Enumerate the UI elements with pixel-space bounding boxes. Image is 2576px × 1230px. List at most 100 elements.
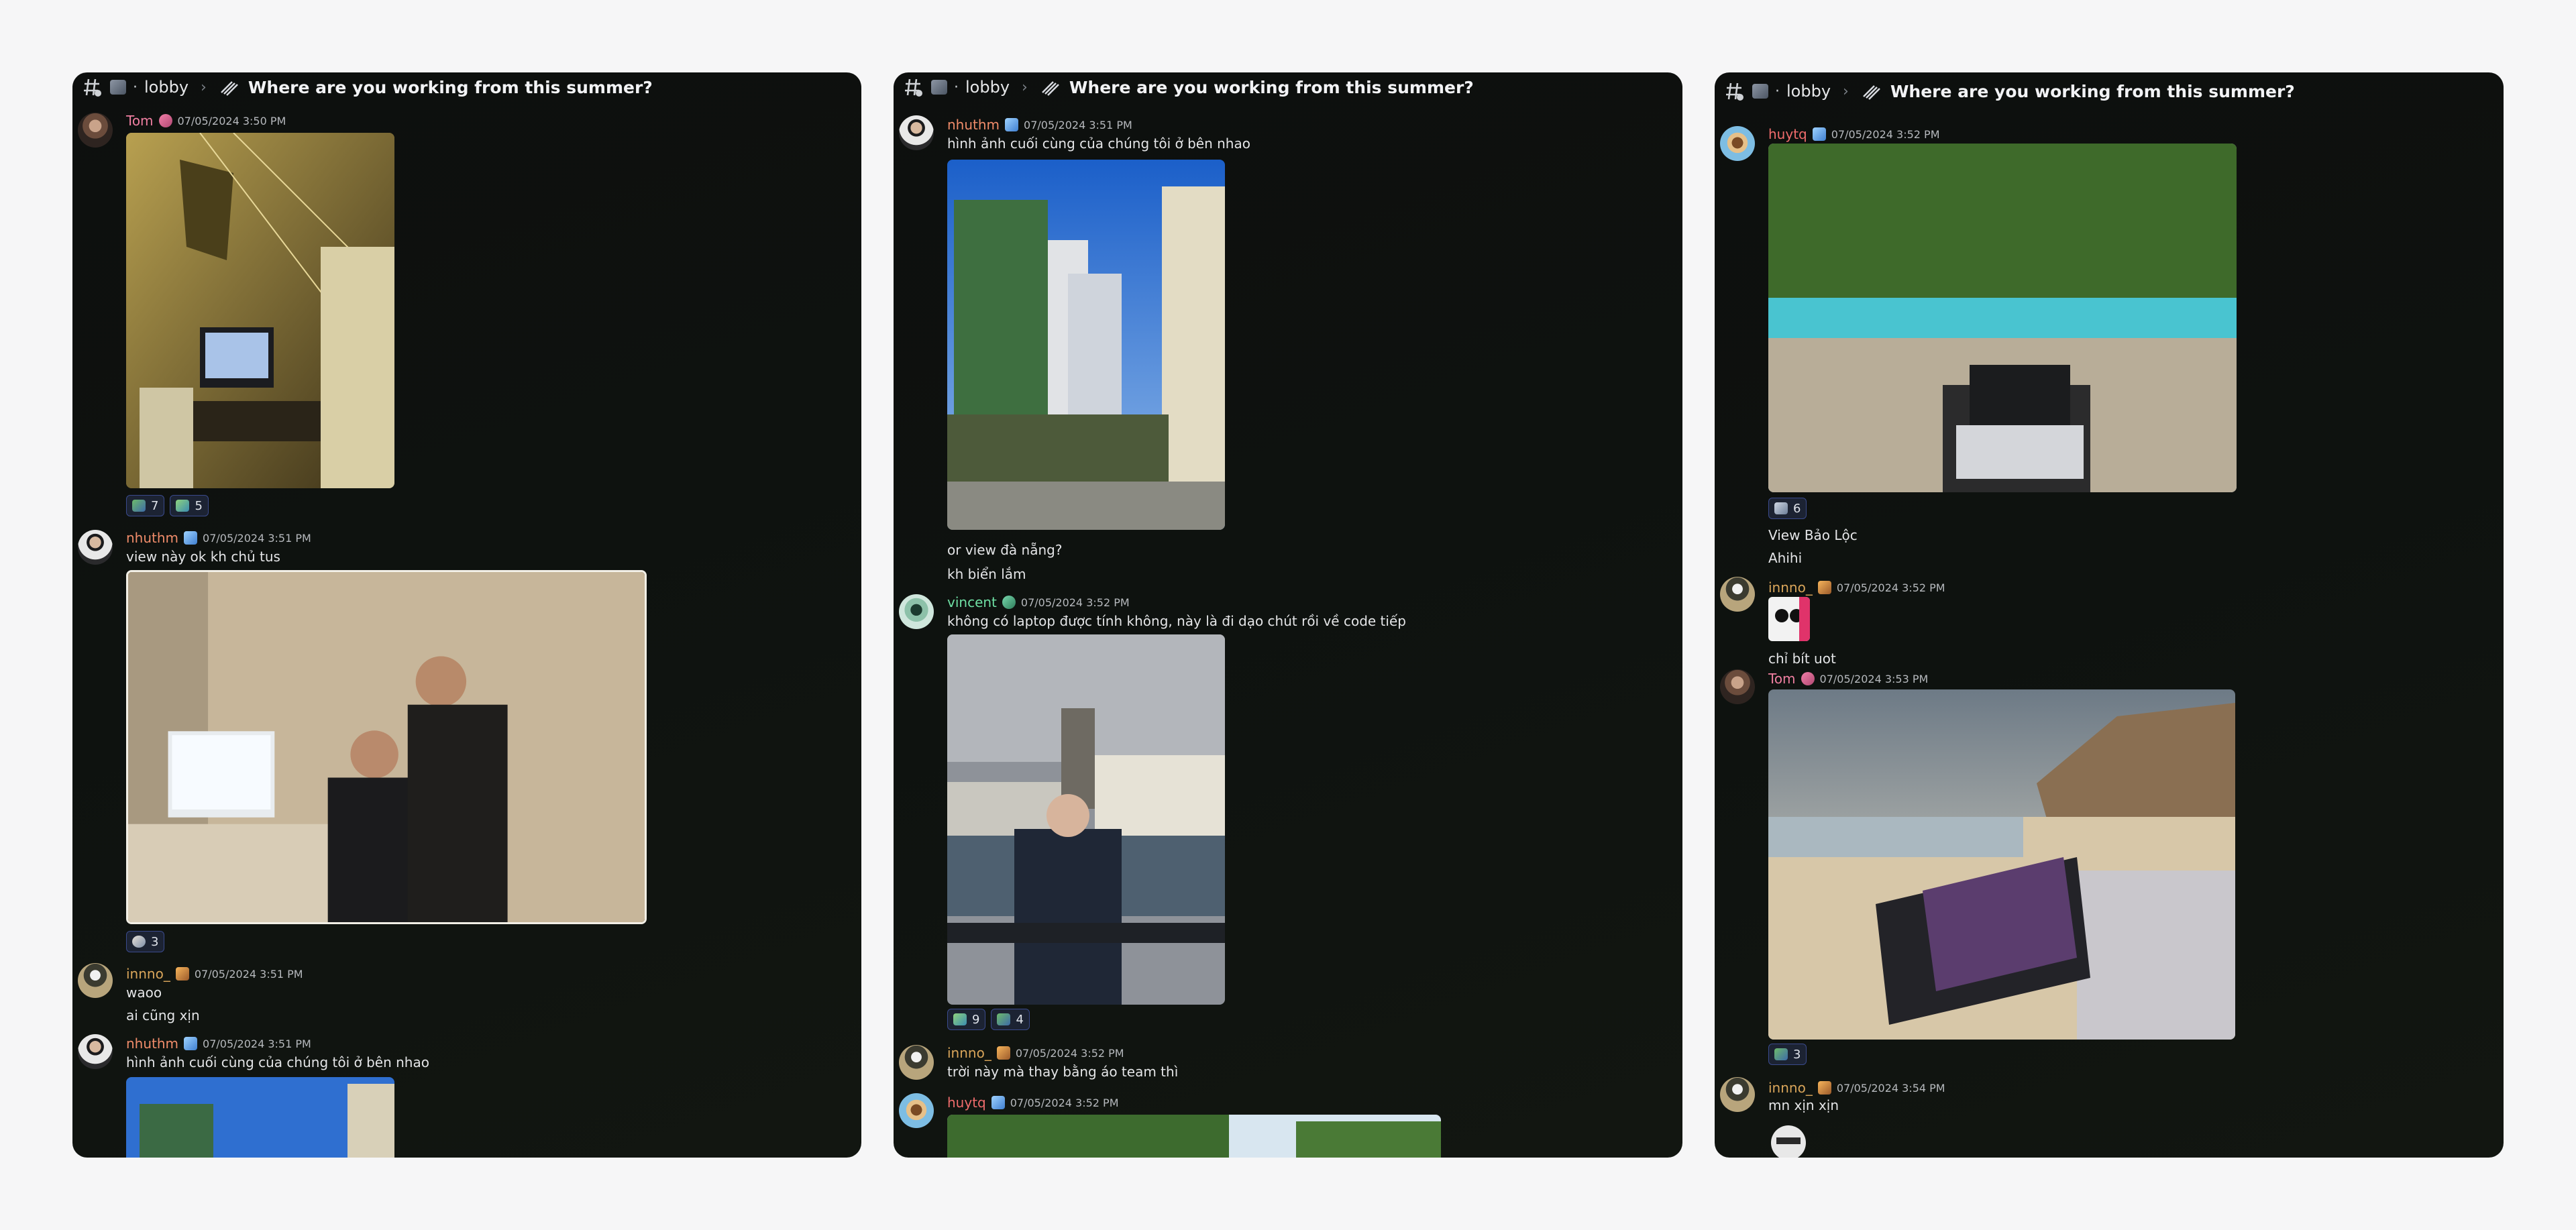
username[interactable]: huytq — [1768, 126, 1807, 142]
username[interactable]: nhuthm — [947, 117, 1000, 133]
reaction-button[interactable]: 6 — [1768, 498, 1807, 519]
message-meta: vincent 07/05/2024 3:52 PM — [947, 594, 1130, 610]
image-attachment[interactable] — [1768, 144, 2237, 492]
reactions: 3 — [1768, 1044, 1807, 1065]
board-icon — [110, 80, 126, 95]
reaction-button[interactable]: 4 — [991, 1009, 1030, 1030]
message-meta: huytq 07/05/2024 3:52 PM — [1768, 126, 1940, 142]
message-text: trời này mà thay bằng áo team thì — [947, 1064, 1179, 1080]
board-icon — [1752, 84, 1768, 99]
reaction-button[interactable]: 5 — [170, 495, 209, 516]
username[interactable]: innno_ — [126, 966, 170, 982]
message-meta: Tom 07/05/2024 3:50 PM — [126, 113, 286, 129]
message-text: không có laptop được tính không, này là … — [947, 613, 1406, 629]
thread-panel-3: · lobby › Where are you working from thi… — [1715, 72, 2504, 1158]
forum-post-icon — [1040, 77, 1063, 97]
image-attachment[interactable] — [126, 133, 394, 488]
message-text: or view đà nẵng? — [947, 542, 1063, 558]
role-icon — [996, 1046, 1010, 1060]
timestamp: 07/05/2024 3:54 PM — [1836, 1081, 1945, 1095]
reactions: 6 — [1768, 498, 1807, 519]
timestamp: 07/05/2024 3:51 PM — [203, 531, 311, 545]
forum-post-icon — [1861, 81, 1884, 101]
avatar[interactable] — [1720, 577, 1755, 612]
sticker-image[interactable] — [1768, 1120, 1809, 1158]
role-icon — [1005, 118, 1019, 131]
image-attachment[interactable] — [947, 160, 1225, 530]
avatar[interactable] — [899, 594, 934, 629]
thread-panel-2: · lobby › Where are you working from thi… — [894, 72, 1682, 1158]
image-attachment[interactable] — [126, 570, 647, 924]
reaction-button[interactable]: 9 — [947, 1009, 986, 1030]
role-icon — [184, 531, 198, 545]
timestamp: 07/05/2024 3:52 PM — [1015, 1046, 1124, 1060]
role-icon — [1817, 1081, 1831, 1095]
message-text: hình ảnh cuối cùng của chúng tôi ở bên n… — [947, 135, 1250, 152]
image-attachment[interactable] — [947, 1115, 1441, 1158]
role-icon — [1817, 581, 1831, 594]
avatar[interactable] — [78, 963, 113, 998]
thread-panel-1: · lobby › Where are you working from thi… — [72, 72, 861, 1158]
avatar[interactable] — [1720, 1077, 1755, 1112]
message-text: hình ảnh cuối cùng của chúng tôi ở bên n… — [126, 1054, 429, 1070]
avatar[interactable] — [78, 113, 113, 148]
message-text: View Bảo Lộc — [1768, 527, 1858, 543]
username[interactable]: innno_ — [947, 1045, 991, 1061]
message-meta: Tom 07/05/2024 3:53 PM — [1768, 671, 1928, 687]
reaction-button[interactable]: 3 — [126, 931, 165, 952]
username[interactable]: nhuthm — [126, 530, 179, 546]
username[interactable]: innno_ — [1768, 579, 1813, 596]
timestamp: 07/05/2024 3:52 PM — [1010, 1096, 1119, 1109]
thread-hash-icon[interactable] — [1723, 80, 1746, 103]
message-text: waoo — [126, 985, 162, 1001]
username[interactable]: huytq — [947, 1095, 986, 1111]
thread-hash-icon[interactable] — [80, 76, 103, 99]
message-text: view này ok kh chủ tus — [126, 549, 280, 565]
username[interactable]: nhuthm — [126, 1036, 179, 1052]
role-icon — [1002, 596, 1016, 609]
message-text: Ahihi — [1768, 550, 1803, 566]
timestamp: 07/05/2024 3:51 PM — [1024, 118, 1132, 131]
username[interactable]: Tom — [126, 113, 154, 129]
timestamp: 07/05/2024 3:52 PM — [1020, 596, 1130, 609]
emoji-icon — [997, 1013, 1011, 1025]
reaction-button[interactable]: 7 — [126, 495, 165, 516]
reaction-button[interactable]: 3 — [1768, 1044, 1807, 1065]
thread-hash-icon[interactable] — [902, 76, 924, 99]
avatar[interactable] — [78, 530, 113, 565]
thread-title: Where are you working from this summer? — [248, 77, 653, 97]
message-meta: innno_ 07/05/2024 3:51 PM — [126, 966, 303, 982]
reactions: 9 4 — [947, 1009, 1030, 1030]
username[interactable]: vincent — [947, 594, 997, 610]
username[interactable]: innno_ — [1768, 1080, 1813, 1096]
channel-name[interactable]: lobby — [144, 78, 189, 97]
image-attachment[interactable] — [1768, 689, 2235, 1040]
timestamp: 07/05/2024 3:51 PM — [194, 967, 303, 981]
avatar[interactable] — [1720, 669, 1755, 704]
role-icon — [175, 967, 189, 981]
timestamp: 07/05/2024 3:53 PM — [1819, 672, 1929, 685]
timestamp: 07/05/2024 3:51 PM — [203, 1037, 311, 1050]
avatar[interactable] — [1720, 126, 1755, 161]
avatar[interactable] — [899, 1045, 934, 1080]
reactions: 3 — [126, 931, 165, 952]
emoji-icon — [132, 936, 146, 948]
thread-header: · lobby › Where are you working from thi… — [1715, 76, 2504, 106]
channel-name[interactable]: lobby — [965, 78, 1010, 97]
image-attachment[interactable] — [947, 634, 1225, 1005]
avatar[interactable] — [899, 115, 934, 150]
role-icon — [991, 1096, 1005, 1109]
thread-header: · lobby › Where are you working from thi… — [72, 72, 861, 102]
chevron-right-icon: › — [1843, 82, 1849, 100]
sticker-image[interactable] — [1768, 597, 1810, 641]
message-text: ai cũng xịn — [126, 1007, 200, 1023]
avatar[interactable] — [78, 1034, 113, 1069]
image-attachment[interactable] — [126, 1077, 394, 1158]
message-text: mn xịn xịn — [1768, 1097, 1839, 1113]
username[interactable]: Tom — [1768, 671, 1796, 687]
chevron-right-icon: › — [201, 78, 207, 96]
channel-name[interactable]: lobby — [1786, 82, 1831, 101]
message-meta: nhuthm 07/05/2024 3:51 PM — [126, 1036, 311, 1052]
message-meta: huytq 07/05/2024 3:52 PM — [947, 1095, 1119, 1111]
avatar[interactable] — [899, 1093, 934, 1128]
